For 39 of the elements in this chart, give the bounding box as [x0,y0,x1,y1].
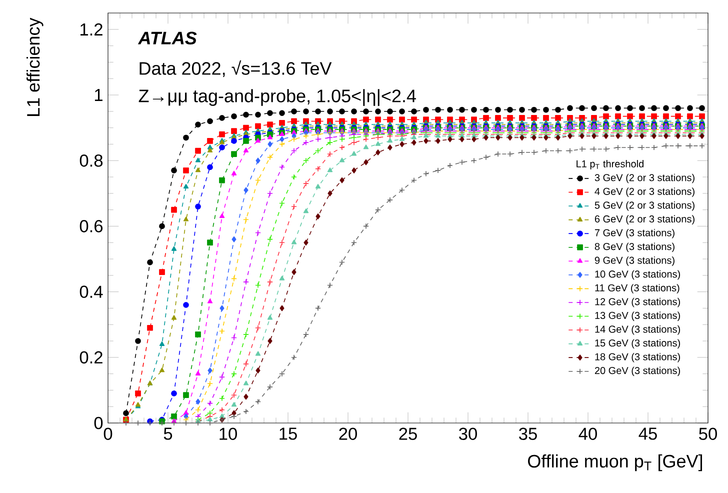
x-tick-label: 45 [638,428,657,440]
legend-label: 18 GeV (3 stations) [595,352,680,362]
y-tick-label: 0.2 [80,351,102,364]
legend-label: 14 GeV (3 stations) [595,325,680,335]
y-tick-label: 0.6 [80,220,103,232]
y-axis-title: L1 efficiency [26,18,44,116]
x-tick-label: 25 [399,428,417,440]
x-tick-label: 35 [519,428,537,440]
y-tick-label: 1 [94,89,102,101]
x-tick-label: 5 [164,428,172,440]
legend-title: L1 p$_{T}$ threshold [576,160,644,170]
x-tick-label: 0 [104,428,112,440]
annotation: Data 2022, √s=13.6 TeV [140,60,332,77]
y-tick-label: 0.4 [80,286,103,298]
legend-label: 15 GeV (3 stations) [595,339,680,348]
y-tick-label: 0.8 [80,154,103,167]
x-tick-label: 40 [578,428,597,440]
legend-label: 12 GeV (3 stations) [595,298,680,308]
legend-label: 20 GeV (3 stations) [594,366,680,376]
y-tick-label: 1.2 [80,23,102,36]
x-tick-label: 10 [220,428,237,440]
legend-label: 7 GeV (3 stations) [594,228,674,238]
legend-label: 3 GeV (2 or 3 stations) [594,174,694,184]
legend-label: 10 GeV (3 stations) [595,270,680,280]
x-tick-label: 20 [339,428,357,440]
legend-label: 4 GeV (2 or 3 stations) [594,188,694,197]
annotation: ATLAS [138,32,197,44]
legend-label: 9 GeV (3 stations) [594,256,674,266]
legend-label: 5 GeV (2 or 3 stations) [594,201,694,211]
x-axis-title: Offline muon p$_{T}$ [GeV] [528,454,702,472]
x-tick-label: 50 [699,428,717,440]
y-tick-label: 0 [94,416,103,430]
legend-label: 6 GeV (2 or 3 stations) [594,215,694,224]
x-tick-label: 15 [280,428,297,440]
legend-label: 11 GeV (3 stations) [595,284,680,294]
legend-label: 13 GeV (3 stations) [595,312,680,321]
x-tick-label: 30 [459,428,477,440]
legend-label: 8 GeV (3 stations) [594,242,674,252]
annotation: Z→μμ tag-and-probe, 1.05<|η|<2.4 [138,89,416,106]
